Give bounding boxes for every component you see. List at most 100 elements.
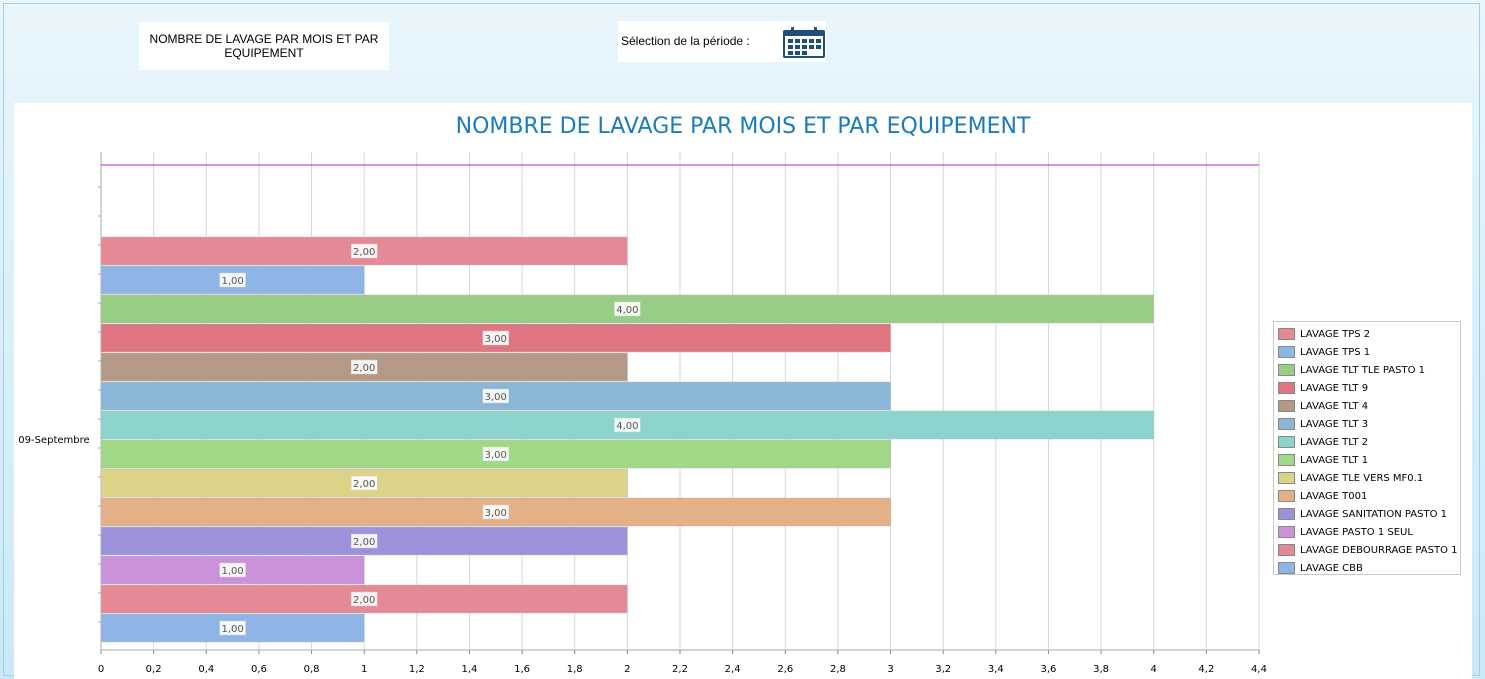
data-label: 1,00 <box>221 276 243 287</box>
x-tick-label: 0 <box>98 664 104 675</box>
legend-swatch <box>1278 328 1295 340</box>
x-tick-label: 2 <box>624 664 630 675</box>
data-label-box <box>614 301 641 317</box>
x-tick-label: 1,4 <box>462 664 478 675</box>
data-label-box <box>614 417 641 433</box>
legend-swatch <box>1278 544 1295 556</box>
legend-item: LAVAGE T001 <box>1278 487 1367 505</box>
legend-item: LAVAGE TLT 1 <box>1278 451 1368 469</box>
legend-label: LAVAGE TPS 2 <box>1300 328 1371 340</box>
legend-label: LAVAGE TLT 1 <box>1300 454 1369 466</box>
legend-item: LAVAGE TPS 1 <box>1278 343 1370 361</box>
legend-item: LAVAGE DEBOURRAGE PASTO 1 <box>1278 541 1458 559</box>
x-tick-label: 3,2 <box>935 664 951 675</box>
legend-item: LAVAGE TLT 3 <box>1278 415 1368 433</box>
x-tick-label: 2,4 <box>725 664 741 675</box>
legend-item: LAVAGE TLT TLE PASTO 1 <box>1278 361 1425 379</box>
x-tick-label: 1,2 <box>409 664 425 675</box>
data-label: 2,00 <box>353 363 375 374</box>
data-label: 4,00 <box>616 305 638 316</box>
legend-item: LAVAGE TLT 2 <box>1278 433 1368 451</box>
x-tick-label: 0,6 <box>251 664 267 675</box>
data-label: 3,00 <box>485 334 507 345</box>
x-tick-label: 3,8 <box>1093 664 1109 675</box>
x-tick-label: 4,2 <box>1198 664 1214 675</box>
data-label: 2,00 <box>353 247 375 258</box>
legend-swatch <box>1278 364 1295 376</box>
data-label: 3,00 <box>485 392 507 403</box>
legend-label: LAVAGE TPS 1 <box>1300 346 1371 358</box>
x-tick-label: 1 <box>361 664 367 675</box>
legend-item: LAVAGE PASTO 1 SEUL <box>1278 523 1413 541</box>
legend-item: LAVAGE CBB <box>1278 559 1363 577</box>
data-label-box <box>482 446 510 462</box>
data-label: 3,00 <box>485 450 507 461</box>
legend-swatch <box>1278 418 1295 430</box>
legend-item: LAVAGE SANITATION PASTO 1 <box>1278 505 1447 523</box>
legend-swatch <box>1278 472 1295 484</box>
data-label: 3,00 <box>485 508 507 519</box>
legend-swatch <box>1278 346 1295 358</box>
legend-swatch <box>1278 562 1295 574</box>
legend-swatch <box>1278 382 1295 394</box>
legend-label: LAVAGE DEBOURRAGE PASTO 1 <box>1300 544 1458 556</box>
data-label-box <box>350 591 378 607</box>
legend-swatch <box>1278 490 1295 502</box>
data-label: 2,00 <box>353 537 375 548</box>
chart-legend: LAVAGE TPS 2 LAVAGE TPS 1 LAVAGE TLT TLE P… <box>1273 321 1461 575</box>
data-label: 2,00 <box>353 595 375 606</box>
legend-label: LAVAGE TLT 2 <box>1300 436 1369 448</box>
legend-label: LAVAGE SANITATION PASTO 1 <box>1300 508 1448 520</box>
category-label: 09-Septembre <box>18 435 89 446</box>
data-label-box <box>482 330 510 346</box>
legend-swatch <box>1278 454 1295 466</box>
report-title-box: NOMBRE DE LAVAGE PAR MOIS ET PAR EQUIPEM… <box>139 22 389 70</box>
legend-label: LAVAGE TLT 4 <box>1300 400 1369 412</box>
data-label-box <box>482 388 510 404</box>
data-label: 4,00 <box>616 421 638 432</box>
data-label-box <box>350 475 378 491</box>
period-label: Sélection de la période : <box>621 34 750 48</box>
data-label: 2,00 <box>353 479 375 490</box>
legend-item: LAVAGE TLE VERS MF0.1 <box>1278 469 1423 487</box>
data-label-box <box>219 620 246 636</box>
legend-swatch <box>1278 400 1295 412</box>
legend-swatch <box>1278 436 1295 448</box>
data-label-box <box>350 359 378 375</box>
legend-label: LAVAGE PASTO 1 SEUL <box>1300 526 1413 538</box>
legend-label: LAVAGE TLT 9 <box>1300 382 1369 394</box>
chart-title: NOMBRE DE LAVAGE PAR MOIS ET PAR EQUIPEM… <box>456 114 1031 139</box>
legend-label: LAVAGE T001 <box>1300 490 1368 502</box>
legend-item: LAVAGE TLT 4 <box>1278 397 1368 415</box>
data-label-box <box>350 243 378 259</box>
x-tick-label: 1,8 <box>567 664 583 675</box>
legend-label: LAVAGE TLT 3 <box>1300 418 1369 430</box>
calendar-icon[interactable] <box>782 26 826 64</box>
x-tick-label: 0,2 <box>146 664 162 675</box>
bar-chart: NOMBRE DE LAVAGE PAR MOIS ET PAR EQUIPEM… <box>18 114 1267 675</box>
bar[interactable] <box>100 381 891 411</box>
legend-label: LAVAGE TLT TLE PASTO 1 <box>1300 364 1425 376</box>
chart-panel: NOMBRE DE LAVAGE PAR MOIS ET PAR EQUIPEM… <box>14 103 1472 679</box>
data-label: 1,00 <box>221 566 243 577</box>
x-tick-label: 1,6 <box>514 664 530 675</box>
x-tick-label: 0,8 <box>304 664 320 675</box>
legend-swatch <box>1278 508 1295 520</box>
x-tick-label: 3 <box>887 664 893 675</box>
legend-label: LAVAGE TLE VERS MF0.1 <box>1300 472 1424 484</box>
x-tick-label: 0,4 <box>198 664 214 675</box>
legend-swatch <box>1278 526 1295 538</box>
period-selector: Sélection de la période : <box>618 21 826 62</box>
x-tick-label: 2,2 <box>672 664 688 675</box>
data-label-box <box>219 272 246 288</box>
data-label-box <box>482 504 510 520</box>
legend-item: LAVAGE TPS 2 <box>1278 325 1370 343</box>
legend-item: LAVAGE TLT 9 <box>1278 379 1368 397</box>
x-tick-label: 4,4 <box>1251 664 1267 675</box>
data-label-box <box>350 533 378 549</box>
x-tick-label: 3,4 <box>988 664 1004 675</box>
x-tick-label: 2,8 <box>830 664 846 675</box>
data-label: 1,00 <box>221 624 243 635</box>
x-tick-label: 2,6 <box>777 664 793 675</box>
x-tick-label: 3,6 <box>1041 664 1057 675</box>
